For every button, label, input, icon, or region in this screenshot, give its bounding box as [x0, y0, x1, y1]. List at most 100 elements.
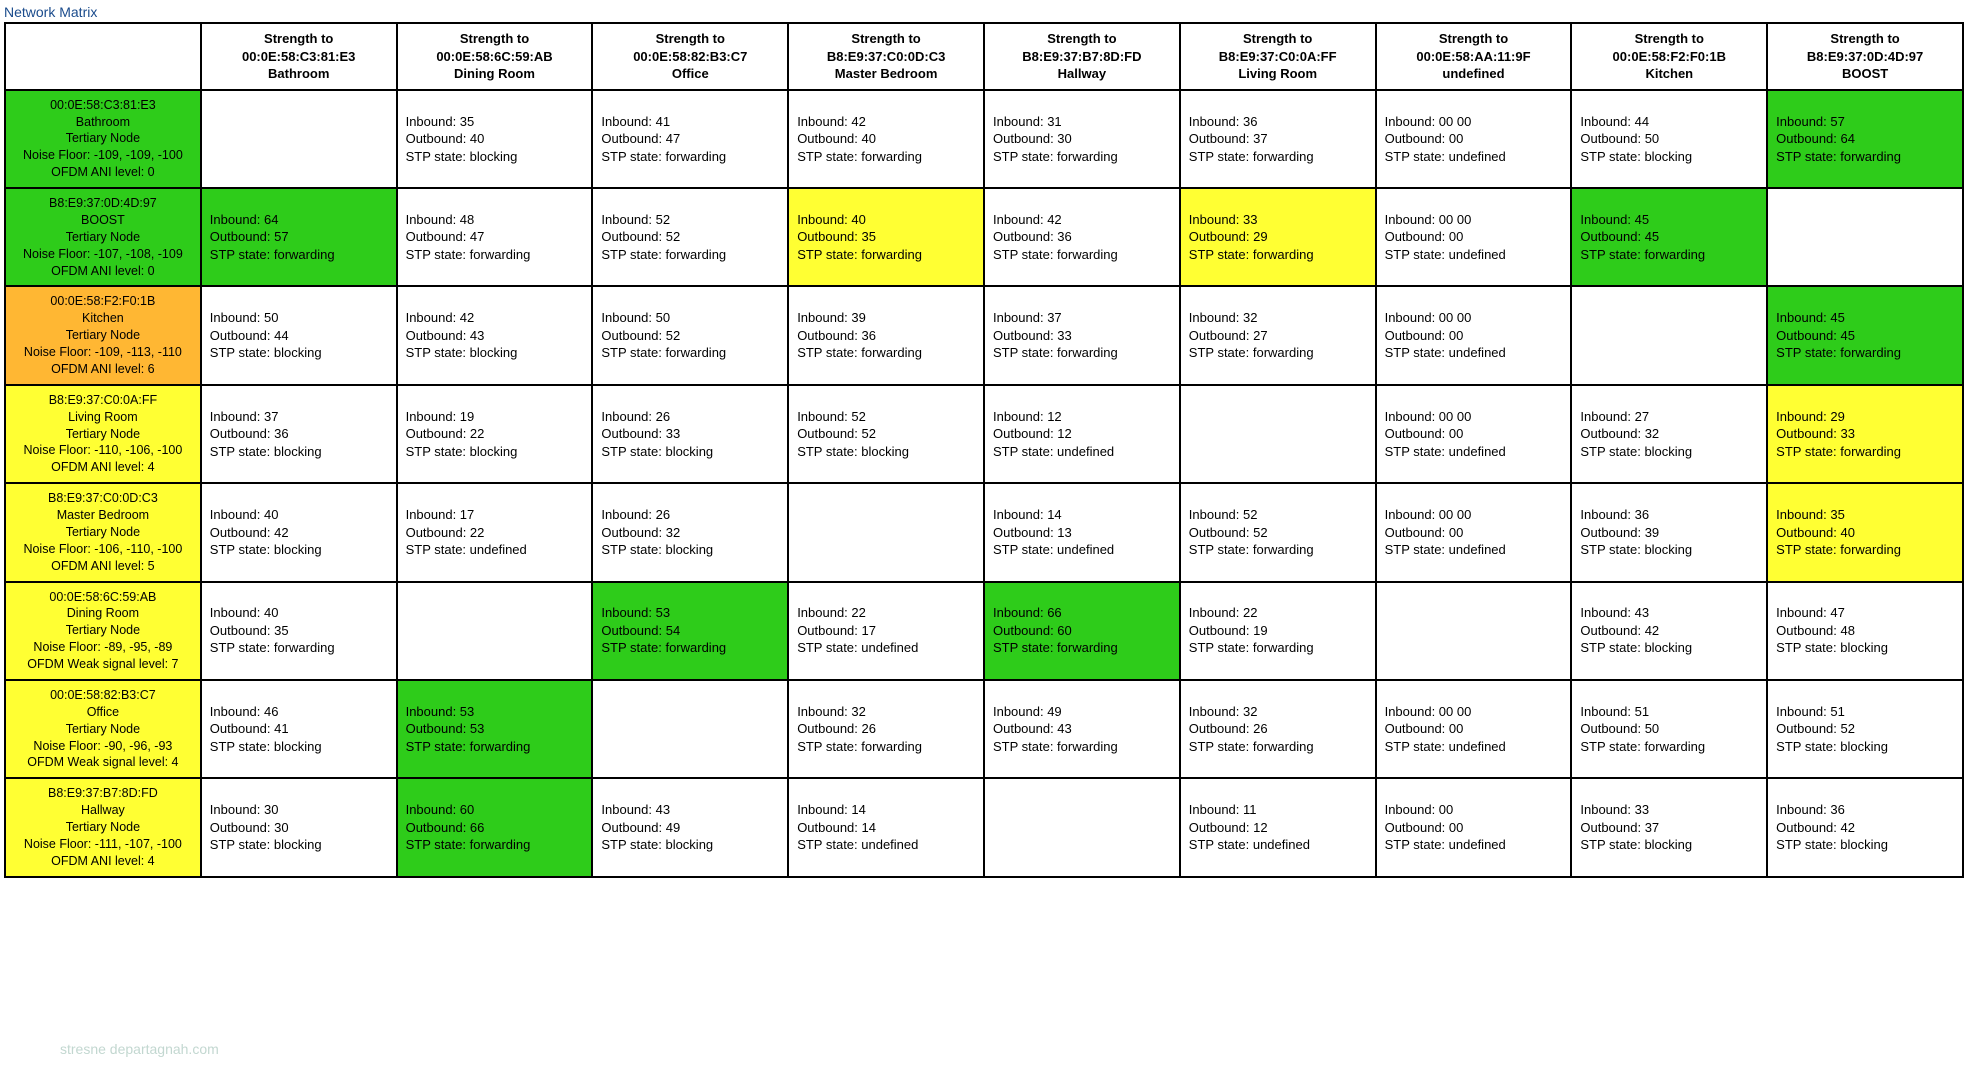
- row-hdr-noise: Noise Floor: -110, -106, -100: [14, 442, 192, 459]
- matrix-cell: Inbound: 32Outbound: 26STP state: forwar…: [1180, 680, 1376, 778]
- cell-out: Outbound: 50: [1580, 130, 1758, 148]
- column-header: Strength toB8:E9:37:C0:0A:FFLiving Room: [1180, 23, 1376, 90]
- cell-stp: STP state: blocking: [1580, 836, 1758, 854]
- cell-in: Inbound: 00 00: [1385, 113, 1563, 131]
- cell-in: Inbound: 53: [601, 604, 779, 622]
- matrix-cell: [592, 680, 788, 778]
- cell-stp: STP state: forwarding: [406, 738, 584, 756]
- cell-in: Inbound: 42: [797, 113, 975, 131]
- cell-stp: STP state: blocking: [1580, 443, 1758, 461]
- cell-stp: STP state: forwarding: [1189, 639, 1367, 657]
- row-hdr-ofdm: OFDM ANI level: 0: [14, 164, 192, 181]
- row-header: 00:0E:58:F2:F0:1BKitchenTertiary NodeNoi…: [5, 286, 201, 384]
- col-label-top: Strength to: [406, 30, 584, 48]
- cell-out: Outbound: 48: [1776, 622, 1954, 640]
- cell-out: Outbound: 50: [1580, 720, 1758, 738]
- cell-out: Outbound: 14: [797, 819, 975, 837]
- page-title: Network Matrix: [4, 4, 1964, 20]
- matrix-cell: Inbound: 53Outbound: 54STP state: forwar…: [592, 582, 788, 680]
- table-row: B8:E9:37:0D:4D:97BOOSTTertiary NodeNoise…: [5, 188, 1963, 286]
- col-mac: 00:0E:58:C3:81:E3: [210, 48, 388, 66]
- matrix-cell: Inbound: 41Outbound: 47STP state: forwar…: [592, 90, 788, 188]
- column-header: Strength to00:0E:58:F2:F0:1BKitchen: [1571, 23, 1767, 90]
- cell-out: Outbound: 52: [1189, 524, 1367, 542]
- cell-out: Outbound: 30: [210, 819, 388, 837]
- cell-stp: STP state: forwarding: [797, 148, 975, 166]
- cell-in: Inbound: 44: [1580, 113, 1758, 131]
- row-hdr-noise: Noise Floor: -106, -110, -100: [14, 541, 192, 558]
- cell-in: Inbound: 36: [1776, 801, 1954, 819]
- matrix-cell: Inbound: 49Outbound: 43STP state: forwar…: [984, 680, 1180, 778]
- cell-in: Inbound: 00 00: [1385, 211, 1563, 229]
- cell-stp: STP state: blocking: [1580, 541, 1758, 559]
- row-hdr-mac: 00:0E:58:82:B3:C7: [14, 687, 192, 704]
- row-hdr-mac: 00:0E:58:C3:81:E3: [14, 97, 192, 114]
- matrix-cell: Inbound: 00 00Outbound: 00STP state: und…: [1376, 680, 1572, 778]
- cell-out: Outbound: 43: [406, 327, 584, 345]
- row-hdr-ofdm: OFDM ANI level: 6: [14, 361, 192, 378]
- row-hdr-ofdm: OFDM Weak signal level: 7: [14, 656, 192, 673]
- cell-stp: STP state: forwarding: [1189, 541, 1367, 559]
- col-mac: 00:0E:58:AA:11:9F: [1385, 48, 1563, 66]
- cell-stp: STP state: undefined: [1385, 246, 1563, 264]
- matrix-cell: [984, 778, 1180, 876]
- cell-in: Inbound: 22: [1189, 604, 1367, 622]
- matrix-cell: Inbound: 00 00Outbound: 00STP state: und…: [1376, 483, 1572, 581]
- col-loc: Office: [601, 65, 779, 83]
- matrix-cell: Inbound: 32Outbound: 27STP state: forwar…: [1180, 286, 1376, 384]
- matrix-cell: Inbound: 52Outbound: 52STP state: forwar…: [592, 188, 788, 286]
- cell-stp: STP state: forwarding: [406, 246, 584, 264]
- matrix-cell: Inbound: 00 00Outbound: 00STP state: und…: [1376, 385, 1572, 483]
- cell-stp: STP state: blocking: [1776, 738, 1954, 756]
- matrix-cell: Inbound: 50Outbound: 52STP state: forwar…: [592, 286, 788, 384]
- cell-stp: STP state: forwarding: [993, 738, 1171, 756]
- col-loc: Bathroom: [210, 65, 388, 83]
- row-hdr-type: Tertiary Node: [14, 721, 192, 738]
- matrix-cell: Inbound: 14Outbound: 13STP state: undefi…: [984, 483, 1180, 581]
- col-label-top: Strength to: [1776, 30, 1954, 48]
- row-hdr-loc: Bathroom: [14, 114, 192, 131]
- cell-in: Inbound: 37: [210, 408, 388, 426]
- matrix-cell: Inbound: 39Outbound: 36STP state: forwar…: [788, 286, 984, 384]
- col-label-top: Strength to: [1189, 30, 1367, 48]
- cell-out: Outbound: 40: [1776, 524, 1954, 542]
- cell-out: Outbound: 54: [601, 622, 779, 640]
- cell-out: Outbound: 00: [1385, 819, 1563, 837]
- matrix-cell: [788, 483, 984, 581]
- watermark-text: stresne departagnah.com: [60, 1041, 219, 1057]
- cell-in: Inbound: 45: [1580, 211, 1758, 229]
- col-mac: B8:E9:37:B7:8D:FD: [993, 48, 1171, 66]
- col-label-top: Strength to: [601, 30, 779, 48]
- row-hdr-type: Tertiary Node: [14, 622, 192, 639]
- matrix-cell: Inbound: 00 00Outbound: 00STP state: und…: [1376, 188, 1572, 286]
- col-label-top: Strength to: [1580, 30, 1758, 48]
- cell-stp: STP state: forwarding: [1189, 738, 1367, 756]
- matrix-cell: Inbound: 36Outbound: 42STP state: blocki…: [1767, 778, 1963, 876]
- table-row: B8:E9:37:B7:8D:FDHallwayTertiary NodeNoi…: [5, 778, 1963, 876]
- cell-in: Inbound: 43: [1580, 604, 1758, 622]
- cell-stp: STP state: undefined: [797, 836, 975, 854]
- cell-out: Outbound: 30: [993, 130, 1171, 148]
- cell-out: Outbound: 33: [993, 327, 1171, 345]
- matrix-cell: Inbound: 45Outbound: 45STP state: forwar…: [1767, 286, 1963, 384]
- matrix-cell: Inbound: 51Outbound: 50STP state: forwar…: [1571, 680, 1767, 778]
- cell-out: Outbound: 32: [601, 524, 779, 542]
- cell-stp: STP state: forwarding: [601, 148, 779, 166]
- cell-in: Inbound: 51: [1776, 703, 1954, 721]
- cell-out: Outbound: 57: [210, 228, 388, 246]
- cell-stp: STP state: forwarding: [797, 246, 975, 264]
- matrix-cell: Inbound: 14Outbound: 14STP state: undefi…: [788, 778, 984, 876]
- cell-in: Inbound: 30: [210, 801, 388, 819]
- matrix-cell: Inbound: 22Outbound: 19STP state: forwar…: [1180, 582, 1376, 680]
- cell-out: Outbound: 36: [797, 327, 975, 345]
- matrix-cell: Inbound: 40Outbound: 35STP state: forwar…: [201, 582, 397, 680]
- table-row: 00:0E:58:6C:59:ABDining RoomTertiary Nod…: [5, 582, 1963, 680]
- cell-in: Inbound: 26: [601, 408, 779, 426]
- matrix-cell: Inbound: 60Outbound: 66STP state: forwar…: [397, 778, 593, 876]
- cell-out: Outbound: 00: [1385, 228, 1563, 246]
- row-header: 00:0E:58:C3:81:E3BathroomTertiary NodeNo…: [5, 90, 201, 188]
- cell-out: Outbound: 22: [406, 524, 584, 542]
- row-hdr-ofdm: OFDM ANI level: 4: [14, 459, 192, 476]
- cell-stp: STP state: undefined: [1189, 836, 1367, 854]
- cell-stp: STP state: blocking: [210, 738, 388, 756]
